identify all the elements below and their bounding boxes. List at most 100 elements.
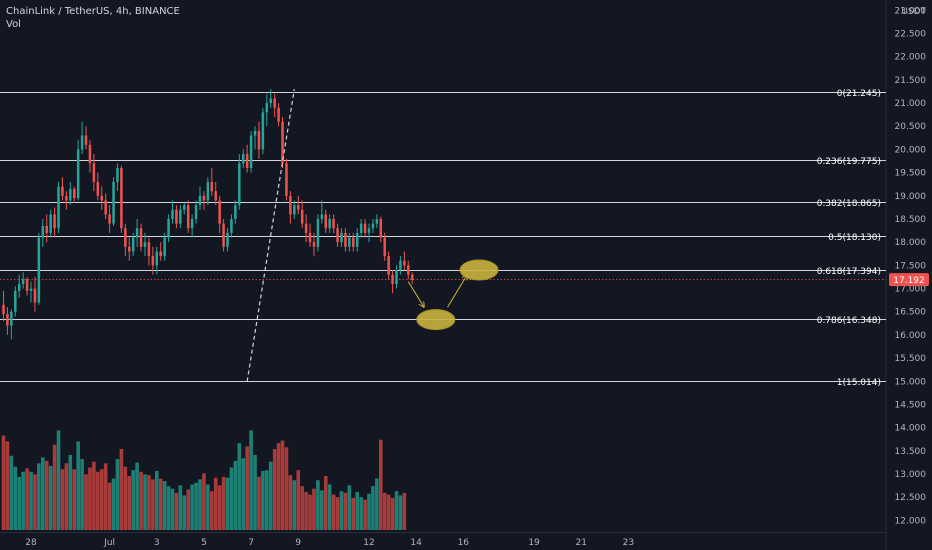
candle-body[interactable] bbox=[159, 251, 162, 257]
candle-body[interactable] bbox=[328, 218, 331, 229]
candle-body[interactable] bbox=[53, 214, 56, 229]
candle-body[interactable] bbox=[167, 218, 170, 238]
candle-body[interactable] bbox=[69, 188, 72, 201]
candle-body[interactable] bbox=[352, 237, 355, 247]
target-ellipse[interactable] bbox=[459, 259, 499, 281]
candle-body[interactable] bbox=[155, 251, 159, 266]
candle-body[interactable] bbox=[336, 228, 339, 243]
candle-body[interactable] bbox=[25, 279, 29, 291]
candle-body[interactable] bbox=[340, 232, 343, 243]
candle-body[interactable] bbox=[257, 130, 261, 150]
candle-body[interactable] bbox=[261, 112, 265, 150]
candle-body[interactable] bbox=[359, 223, 363, 233]
candle-body[interactable] bbox=[194, 205, 198, 219]
symbol-title[interactable]: ChainLink / TetherUS, 4h, BINANCE bbox=[6, 6, 180, 17]
candle-body[interactable] bbox=[131, 237, 135, 252]
candle-body[interactable] bbox=[277, 107, 280, 122]
candle-body[interactable] bbox=[383, 237, 386, 257]
candle-body[interactable] bbox=[163, 237, 166, 257]
candle-body[interactable] bbox=[65, 195, 68, 201]
candle-body[interactable] bbox=[92, 163, 96, 182]
candle-body[interactable] bbox=[348, 237, 351, 247]
candle-body[interactable] bbox=[249, 135, 253, 168]
candle-body[interactable] bbox=[206, 181, 210, 201]
candle-body[interactable] bbox=[218, 200, 221, 224]
candle-body[interactable] bbox=[45, 225, 48, 233]
candle-body[interactable] bbox=[363, 223, 367, 233]
target-ellipse[interactable] bbox=[416, 309, 456, 331]
candle-body[interactable] bbox=[61, 186, 64, 196]
projection-arrow[interactable] bbox=[407, 281, 424, 308]
candle-body[interactable] bbox=[297, 205, 300, 210]
candle-body[interactable] bbox=[210, 181, 214, 192]
candle-body[interactable] bbox=[37, 237, 41, 303]
candle-body[interactable] bbox=[33, 288, 37, 303]
candle-body[interactable] bbox=[312, 242, 316, 247]
candle-body[interactable] bbox=[183, 205, 186, 210]
candle-body[interactable] bbox=[407, 265, 410, 275]
trend-line[interactable] bbox=[246, 89, 295, 382]
candle-body[interactable] bbox=[135, 228, 139, 238]
candle-body[interactable] bbox=[320, 214, 324, 219]
candle-body[interactable] bbox=[324, 214, 328, 229]
candle-body[interactable] bbox=[143, 242, 147, 247]
candle-body[interactable] bbox=[222, 223, 225, 247]
candle-body[interactable] bbox=[17, 283, 21, 291]
candle-body[interactable] bbox=[269, 98, 272, 104]
candle-body[interactable] bbox=[147, 242, 151, 257]
candle-body[interactable] bbox=[281, 121, 284, 164]
candle-body[interactable] bbox=[308, 232, 312, 243]
candle-body[interactable] bbox=[304, 223, 308, 233]
candle-body[interactable] bbox=[76, 149, 80, 199]
candle-body[interactable] bbox=[29, 288, 33, 291]
candle-body[interactable] bbox=[139, 228, 143, 247]
candle-body[interactable] bbox=[371, 223, 375, 229]
candle-body[interactable] bbox=[265, 103, 269, 113]
candle-body[interactable] bbox=[124, 228, 127, 247]
candle-body[interactable] bbox=[49, 214, 52, 233]
candle-body[interactable] bbox=[116, 167, 119, 182]
candle-body[interactable] bbox=[234, 205, 237, 219]
candle-body[interactable] bbox=[88, 144, 92, 164]
candle-body[interactable] bbox=[316, 218, 320, 247]
candle-body[interactable] bbox=[100, 195, 104, 201]
candle-body[interactable] bbox=[375, 218, 379, 224]
candle-body[interactable] bbox=[80, 135, 84, 150]
candle-body[interactable] bbox=[128, 246, 131, 252]
candle-body[interactable] bbox=[399, 260, 402, 270]
candle-body[interactable] bbox=[245, 154, 249, 168]
candle-body[interactable] bbox=[120, 167, 123, 229]
projection-arrow[interactable] bbox=[447, 275, 468, 308]
candle-body[interactable] bbox=[403, 260, 406, 266]
candle-body[interactable] bbox=[214, 191, 217, 201]
candle-body[interactable] bbox=[10, 311, 13, 326]
candle-body[interactable] bbox=[387, 256, 390, 275]
candle-body[interactable] bbox=[344, 232, 347, 247]
candle-body[interactable] bbox=[238, 163, 241, 206]
candle-body[interactable] bbox=[410, 274, 414, 280]
candle-body[interactable] bbox=[112, 181, 115, 224]
candle-body[interactable] bbox=[175, 209, 178, 224]
candle-body[interactable] bbox=[84, 135, 88, 145]
candle-body[interactable] bbox=[96, 181, 100, 196]
candle-body[interactable] bbox=[293, 205, 296, 215]
candle-body[interactable] bbox=[108, 214, 111, 224]
candle-body[interactable] bbox=[391, 274, 394, 284]
candle-body[interactable] bbox=[273, 98, 276, 108]
candle-body[interactable] bbox=[332, 218, 335, 229]
candle-body[interactable] bbox=[289, 195, 292, 215]
volume-label[interactable]: Vol bbox=[6, 19, 21, 30]
candle-body[interactable] bbox=[202, 195, 206, 201]
candle-body[interactable] bbox=[285, 163, 288, 196]
candle-body[interactable] bbox=[2, 304, 5, 315]
candle-body[interactable] bbox=[355, 232, 359, 247]
candle-body[interactable] bbox=[41, 225, 45, 238]
candle-body[interactable] bbox=[171, 209, 174, 219]
candle-body[interactable] bbox=[198, 195, 202, 206]
candle-body[interactable] bbox=[241, 154, 245, 164]
candle-body[interactable] bbox=[379, 218, 383, 238]
candle-body[interactable] bbox=[179, 209, 182, 224]
candle-body[interactable] bbox=[367, 228, 371, 233]
candle-body[interactable] bbox=[151, 256, 155, 266]
